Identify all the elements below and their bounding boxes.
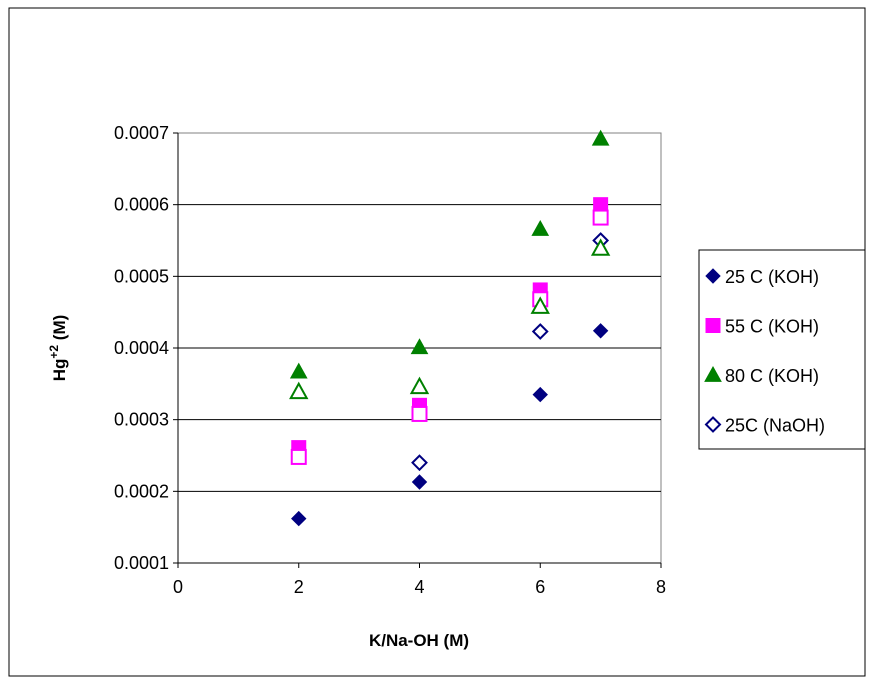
x-tick-label: 2 [294, 577, 304, 597]
legend-marker [705, 268, 721, 284]
x-axis-title: K/Na-OH (M) [369, 631, 469, 650]
legend-label: 25C (NaOH) [725, 416, 825, 436]
data-point [411, 405, 428, 422]
axes [173, 132, 662, 568]
legend-label: 80 C (KOH) [725, 366, 819, 386]
y-axis-title-sup: +2 [47, 345, 61, 359]
y-tick-label: 0.0002 [114, 481, 169, 501]
data-point [409, 376, 430, 395]
legend-marker [704, 365, 722, 382]
x-tick-label: 4 [414, 577, 424, 597]
legend-label: 25 C (KOH) [725, 267, 819, 287]
y-tick-label: 0.0007 [114, 123, 169, 143]
x-tick-label: 6 [535, 577, 545, 597]
data-point [531, 220, 550, 236]
data-point [290, 448, 307, 465]
data-point [289, 381, 309, 400]
data-point [592, 323, 609, 339]
y-tick-label: 0.0004 [114, 338, 169, 358]
data-point [410, 338, 429, 355]
y-tick-label: 0.0006 [114, 195, 169, 215]
y-tick-label: 0.0003 [114, 410, 169, 430]
legend-marker [704, 416, 722, 433]
data-point [590, 238, 611, 256]
data-point [531, 323, 549, 340]
data-point [411, 474, 428, 490]
legend-marker [705, 318, 721, 333]
y-tick-label: 0.0005 [114, 266, 169, 286]
y-axis-title: Hg+2 (M) [47, 315, 69, 382]
legend: 25 C (KOH) 55 C (KOH) 80 C (KOH) 25C (NaOH) [698, 249, 866, 450]
legend-label: 55 C (KOH) [725, 317, 819, 337]
y-axis-title-suffix: (M) [50, 315, 69, 345]
data-point [289, 362, 308, 379]
data-point [591, 129, 610, 146]
x-tick-label: 8 [656, 577, 666, 597]
data-points [289, 129, 611, 527]
y-tick-label: 0.0001 [114, 553, 169, 573]
data-point [411, 454, 428, 472]
data-point [530, 296, 550, 314]
y-axis-title-base: Hg [50, 359, 69, 382]
x-tick-label: 0 [173, 577, 183, 597]
data-point [592, 209, 609, 226]
tick-labels: 0.0001 0.0002 0.0003 0.0004 0.0005 0.0006 0.00… [114, 123, 666, 597]
data-point [532, 386, 548, 403]
legend-box [698, 249, 866, 450]
data-point [291, 510, 307, 527]
